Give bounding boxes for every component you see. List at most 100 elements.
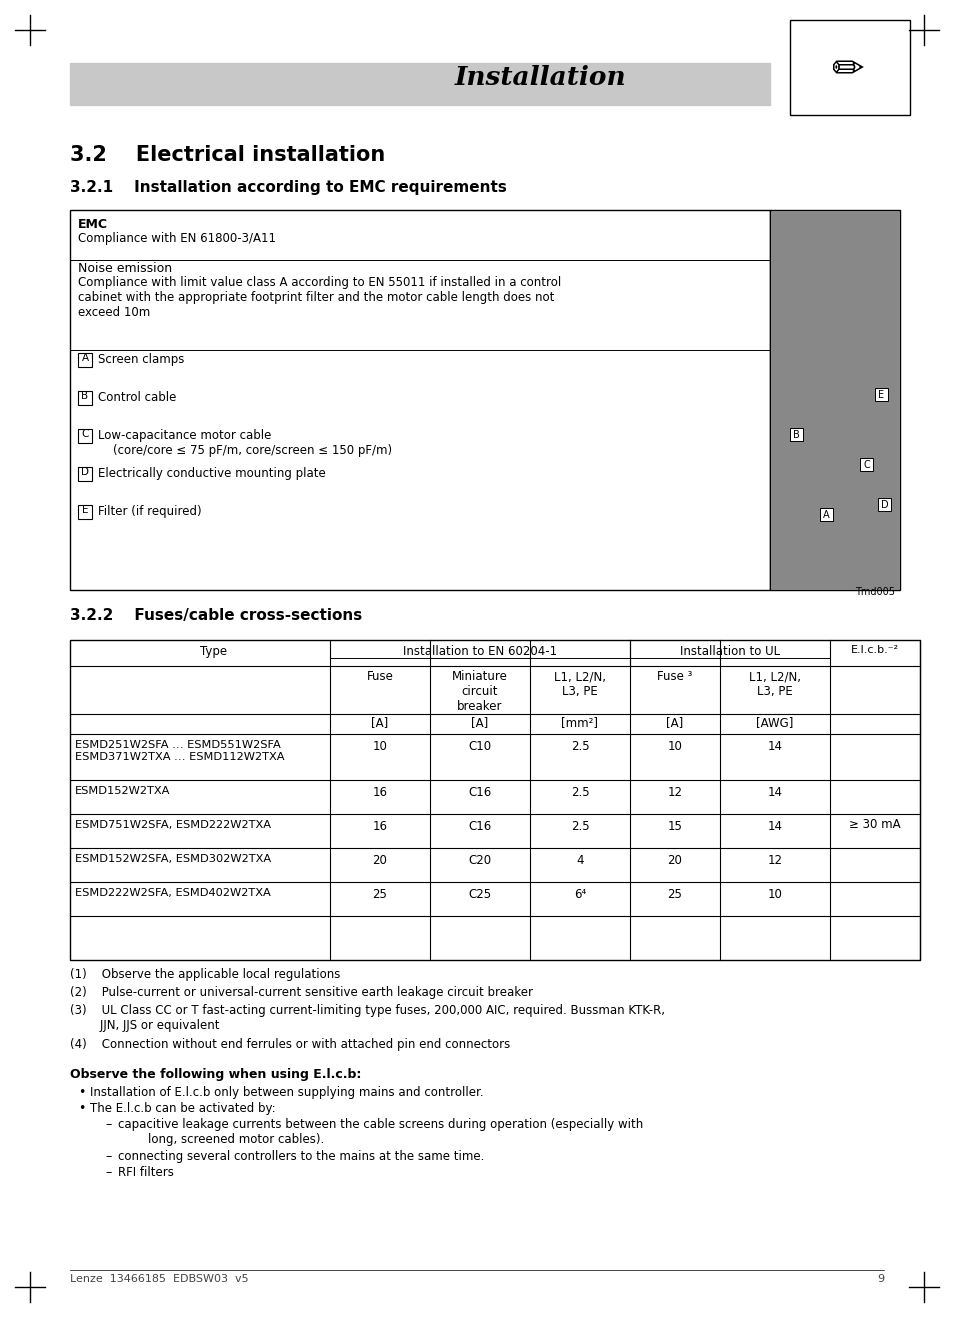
Text: D: D — [880, 500, 887, 510]
Text: Miniature
circuit
breaker: Miniature circuit breaker — [452, 670, 507, 712]
Bar — [70, 63, 769, 105]
Bar — [820, 508, 832, 522]
Text: 14: 14 — [767, 820, 781, 832]
Text: C16: C16 — [468, 820, 491, 832]
Text: 14: 14 — [767, 740, 781, 753]
Bar — [78, 468, 91, 481]
Text: Installation of E.l.c.b only between supplying mains and controller.: Installation of E.l.c.b only between sup… — [90, 1087, 483, 1098]
Text: –: – — [105, 1150, 112, 1163]
Text: 9: 9 — [876, 1274, 883, 1284]
Text: EMC: EMC — [78, 219, 108, 230]
Text: [A]: [A] — [371, 716, 388, 730]
Text: Electrically conductive mounting plate: Electrically conductive mounting plate — [98, 468, 325, 479]
Text: 15: 15 — [667, 820, 681, 832]
Text: D: D — [81, 468, 89, 477]
Text: 20: 20 — [373, 853, 387, 867]
Text: Screen clamps: Screen clamps — [98, 353, 184, 366]
Text: A: A — [822, 510, 829, 520]
Text: Noise emission: Noise emission — [78, 262, 172, 275]
Text: Compliance with limit value class A according to EN 55011 if installed in a cont: Compliance with limit value class A acco… — [78, 277, 560, 319]
Text: E: E — [82, 504, 89, 515]
Text: •: • — [78, 1102, 85, 1115]
Text: 3.2    Electrical installation: 3.2 Electrical installation — [70, 145, 385, 165]
Text: 6⁴: 6⁴ — [574, 888, 585, 901]
Text: C10: C10 — [468, 740, 491, 753]
Text: 2.5: 2.5 — [570, 740, 589, 753]
Text: ESMD751W2SFA, ESMD222W2TXA: ESMD751W2SFA, ESMD222W2TXA — [75, 820, 271, 830]
Text: E.l.c.b.⁻²: E.l.c.b.⁻² — [850, 645, 898, 655]
Text: 3.2.1    Installation according to EMC requirements: 3.2.1 Installation according to EMC requ… — [70, 180, 506, 195]
Text: Filter (if required): Filter (if required) — [98, 504, 201, 518]
Text: C16: C16 — [468, 786, 491, 799]
Text: Fuse: Fuse — [366, 670, 393, 684]
Bar — [877, 498, 890, 511]
Text: Fuse ³: Fuse ³ — [657, 670, 692, 684]
Bar — [78, 504, 91, 519]
Bar — [859, 458, 872, 471]
Text: capacitive leakage currents between the cable screens during operation (especial: capacitive leakage currents between the … — [118, 1118, 642, 1146]
Text: Lenze  13466185  EDBSW03  v5: Lenze 13466185 EDBSW03 v5 — [70, 1274, 249, 1284]
Text: ✏: ✏ — [831, 51, 863, 90]
Text: (2)    Pulse-current or universal-current sensitive earth leakage circuit breake: (2) Pulse-current or universal-current s… — [70, 986, 533, 1000]
Bar — [874, 389, 887, 400]
Text: (4)    Connection without end ferrules or with attached pin end connectors: (4) Connection without end ferrules or w… — [70, 1038, 510, 1051]
Text: Installation to UL: Installation to UL — [679, 645, 780, 658]
Text: The E.l.c.b can be activated by:: The E.l.c.b can be activated by: — [90, 1102, 275, 1115]
Text: Compliance with EN 61800-3/A11: Compliance with EN 61800-3/A11 — [78, 232, 275, 245]
Text: Installation to EN 60204-1: Installation to EN 60204-1 — [402, 645, 557, 658]
Bar — [70, 209, 769, 590]
Text: (3)    UL Class CC or T fast-acting current-limiting type fuses, 200,000 AIC, re: (3) UL Class CC or T fast-acting current… — [70, 1004, 664, 1033]
Text: 2.5: 2.5 — [570, 820, 589, 832]
Text: 3.2.2    Fuses/cable cross-sections: 3.2.2 Fuses/cable cross-sections — [70, 608, 362, 623]
Text: 14: 14 — [767, 786, 781, 799]
Text: C20: C20 — [468, 853, 491, 867]
Bar — [789, 428, 802, 441]
Text: [A]: [A] — [471, 716, 488, 730]
Text: ESMD152W2TXA: ESMD152W2TXA — [75, 786, 171, 795]
Text: 10: 10 — [373, 740, 387, 753]
Bar — [771, 212, 897, 587]
Text: 12: 12 — [767, 853, 781, 867]
Text: 25: 25 — [667, 888, 681, 901]
Text: ESMD251W2SFA … ESMD551W2SFA
ESMD371W2TXA … ESMD112W2TXA: ESMD251W2SFA … ESMD551W2SFA ESMD371W2TXA… — [75, 740, 284, 761]
Text: 2.5: 2.5 — [570, 786, 589, 799]
Text: ESMD222W2SFA, ESMD402W2TXA: ESMD222W2SFA, ESMD402W2TXA — [75, 888, 271, 898]
Text: 16: 16 — [372, 786, 387, 799]
Bar — [78, 353, 91, 367]
Text: 25: 25 — [373, 888, 387, 901]
Text: –: – — [105, 1118, 112, 1131]
Text: •: • — [78, 1087, 85, 1098]
Text: connecting several controllers to the mains at the same time.: connecting several controllers to the ma… — [118, 1150, 484, 1163]
Text: ESMD152W2SFA, ESMD302W2TXA: ESMD152W2SFA, ESMD302W2TXA — [75, 853, 271, 864]
Bar — [70, 640, 919, 960]
Text: RFI filters: RFI filters — [118, 1166, 173, 1179]
Bar — [789, 20, 909, 115]
Text: [A]: [A] — [666, 716, 683, 730]
Text: Installation: Installation — [454, 65, 625, 90]
Text: 10: 10 — [667, 740, 681, 753]
Text: [AWG]: [AWG] — [756, 716, 793, 730]
Bar — [78, 429, 91, 443]
Text: C: C — [862, 460, 869, 470]
Text: 10: 10 — [767, 888, 781, 901]
Text: Observe the following when using E.l.c.b:: Observe the following when using E.l.c.b… — [70, 1068, 361, 1081]
Text: Type: Type — [200, 645, 227, 658]
Text: 4: 4 — [576, 853, 583, 867]
Text: A: A — [81, 353, 89, 363]
Text: [mm²]: [mm²] — [561, 716, 598, 730]
Text: (1)    Observe the applicable local regulations: (1) Observe the applicable local regulat… — [70, 968, 340, 981]
Text: Tmd005: Tmd005 — [854, 587, 894, 597]
Text: L1, L2/N,
L3, PE: L1, L2/N, L3, PE — [748, 670, 801, 698]
Text: 12: 12 — [667, 786, 681, 799]
Text: C: C — [81, 429, 89, 439]
Text: B: B — [792, 429, 799, 440]
Text: L1, L2/N,
L3, PE: L1, L2/N, L3, PE — [554, 670, 605, 698]
Bar — [769, 209, 899, 590]
Text: C25: C25 — [468, 888, 491, 901]
Text: 20: 20 — [667, 853, 681, 867]
Bar — [78, 391, 91, 406]
Text: 16: 16 — [372, 820, 387, 832]
Text: ≥ 30 mA: ≥ 30 mA — [848, 818, 900, 831]
Text: –: – — [105, 1166, 112, 1179]
Text: B: B — [81, 391, 89, 400]
